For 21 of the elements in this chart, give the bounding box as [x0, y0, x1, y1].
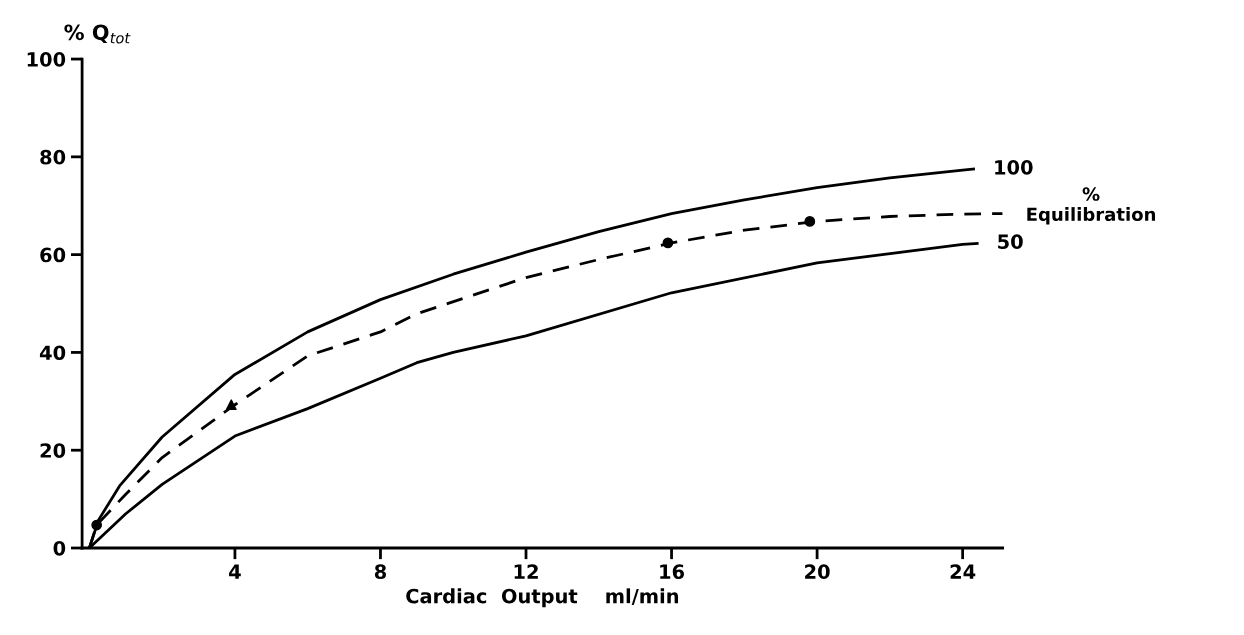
point [91, 519, 103, 531]
y-tick-label: 0 [53, 540, 66, 556]
x-tick-label: 16 [660, 564, 685, 580]
y-tick-label: 80 [40, 149, 66, 165]
x-tick-label: 8 [374, 564, 387, 580]
text: % Equilibration [1027, 187, 1156, 225]
y-tick-label: 40 [39, 345, 66, 361]
point [225, 399, 237, 411]
x-tick-label: 4 [229, 564, 241, 579]
x-tick-label: 24 [950, 564, 976, 579]
x-tick-label: 12 [514, 564, 538, 579]
point [804, 216, 816, 227]
series-label: 50 [998, 234, 1023, 250]
y-tick-label: 60 [40, 247, 66, 263]
y-axis-title: % Q$_{tot}$ [64, 24, 131, 44]
x-tick-label: 20 [805, 564, 830, 580]
point [662, 237, 674, 249]
series-label: 100 [995, 160, 1033, 175]
x-axis-title: Cardiac Output ml/min [406, 588, 679, 608]
y-tick-label: 20 [40, 443, 66, 458]
y-tick-label: 100 [27, 52, 66, 67]
